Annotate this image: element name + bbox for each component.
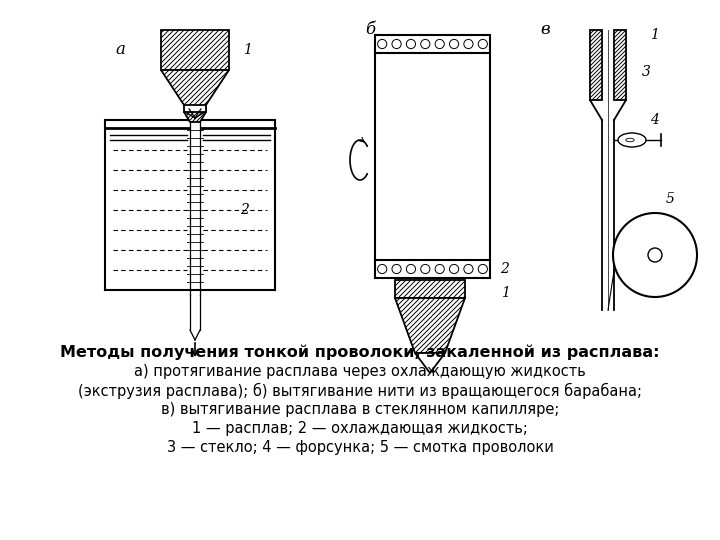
Bar bbox=[375, 35, 490, 53]
Text: (экструзия расплава); б) вытягивание нити из вращающегося барабана;: (экструзия расплава); б) вытягивание нит… bbox=[78, 383, 642, 399]
Circle shape bbox=[449, 39, 459, 49]
Polygon shape bbox=[395, 298, 465, 353]
Circle shape bbox=[377, 265, 387, 274]
Circle shape bbox=[406, 39, 415, 49]
Polygon shape bbox=[161, 70, 229, 105]
Polygon shape bbox=[415, 353, 445, 373]
Text: в) вытягивание расплава в стеклянном капилляре;: в) вытягивание расплава в стеклянном кап… bbox=[161, 402, 559, 417]
Bar bbox=[161, 30, 229, 70]
Text: б: б bbox=[365, 22, 375, 38]
Text: 2: 2 bbox=[240, 203, 249, 217]
Polygon shape bbox=[184, 112, 206, 122]
Text: 1: 1 bbox=[500, 286, 510, 300]
Text: Методы получения тонкой проволоки, закаленной из расплава:: Методы получения тонкой проволоки, закал… bbox=[60, 345, 660, 361]
Circle shape bbox=[435, 265, 444, 274]
Text: в: в bbox=[540, 22, 550, 38]
Circle shape bbox=[464, 265, 473, 274]
Circle shape bbox=[420, 265, 430, 274]
Circle shape bbox=[648, 248, 662, 262]
Circle shape bbox=[449, 265, 459, 274]
Circle shape bbox=[435, 39, 444, 49]
Text: 1: 1 bbox=[649, 28, 658, 42]
Bar bbox=[590, 30, 602, 100]
Circle shape bbox=[392, 265, 401, 274]
Circle shape bbox=[406, 265, 415, 274]
Text: 3: 3 bbox=[642, 65, 650, 79]
Ellipse shape bbox=[626, 138, 634, 141]
Circle shape bbox=[464, 39, 473, 49]
Bar bbox=[395, 280, 465, 298]
Text: 5: 5 bbox=[665, 192, 675, 206]
Text: 3 — стекло; 4 — форсунка; 5 — смотка проволоки: 3 — стекло; 4 — форсунка; 5 — смотка про… bbox=[166, 440, 554, 455]
Circle shape bbox=[613, 213, 697, 297]
Text: а) протягивание расплава через охлаждающую жидкость: а) протягивание расплава через охлаждающ… bbox=[134, 364, 586, 379]
Circle shape bbox=[392, 39, 401, 49]
Text: 4: 4 bbox=[649, 113, 658, 127]
Bar bbox=[614, 30, 626, 100]
Circle shape bbox=[478, 39, 487, 49]
Bar bbox=[375, 260, 490, 278]
Ellipse shape bbox=[618, 133, 646, 147]
Text: 1 — расплав; 2 — охлаждающая жидкость;: 1 — расплав; 2 — охлаждающая жидкость; bbox=[192, 421, 528, 436]
Circle shape bbox=[420, 39, 430, 49]
Text: а: а bbox=[115, 42, 125, 58]
Circle shape bbox=[478, 265, 487, 274]
Text: 1: 1 bbox=[243, 43, 251, 57]
Circle shape bbox=[377, 39, 387, 49]
Text: 2: 2 bbox=[500, 262, 510, 276]
